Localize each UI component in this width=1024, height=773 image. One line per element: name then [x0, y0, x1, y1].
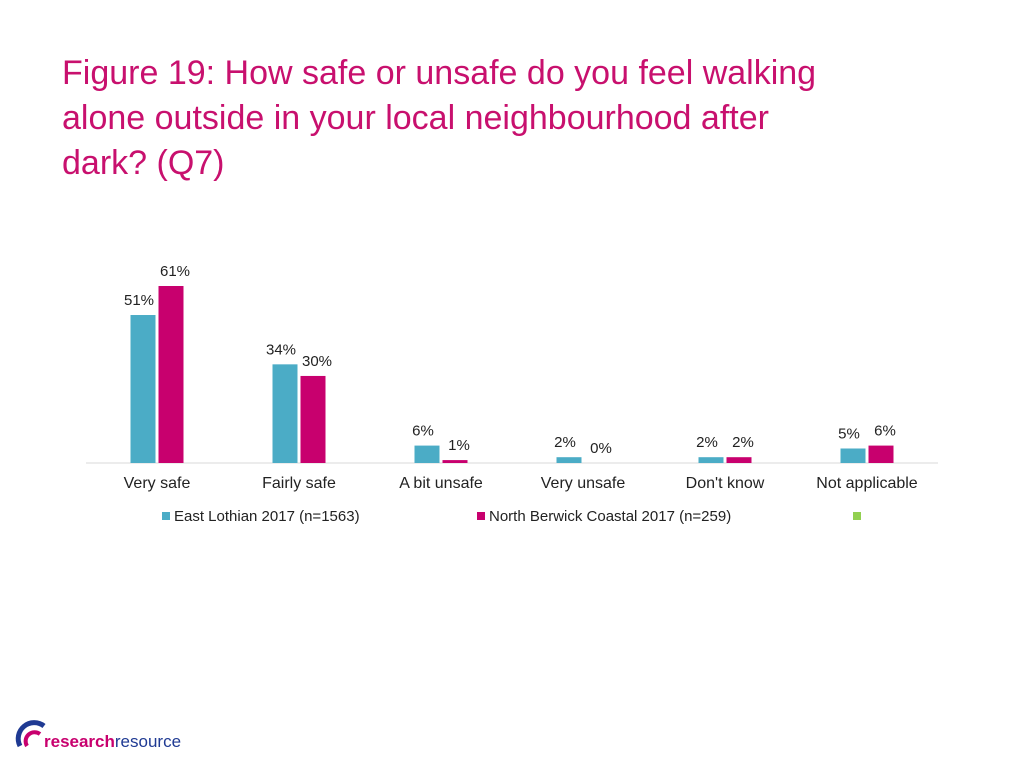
data-label: 6% — [412, 423, 434, 440]
legend-swatch — [162, 512, 170, 520]
data-label: 30% — [302, 353, 332, 370]
bar — [868, 445, 894, 463]
logo-text: researchresource — [44, 732, 181, 751]
x-tick-label: Not applicable — [816, 475, 918, 492]
bar — [442, 460, 468, 463]
data-label: 61% — [160, 263, 190, 280]
data-label: 6% — [874, 423, 896, 440]
data-label: 51% — [124, 292, 154, 309]
data-label: 2% — [732, 434, 754, 451]
bar — [698, 457, 724, 463]
bar — [130, 315, 156, 463]
x-tick-label: A bit unsafe — [399, 475, 483, 492]
logo-part: resource — [115, 732, 181, 751]
data-label: 34% — [266, 341, 296, 358]
bar — [840, 448, 866, 463]
x-tick-label: Fairly safe — [262, 475, 336, 492]
bar — [414, 445, 440, 463]
data-label: 2% — [696, 434, 718, 451]
legend-label: East Lothian 2017 (n=1563) — [174, 508, 360, 525]
data-label: 1% — [448, 437, 470, 454]
legend-label: North Berwick Coastal 2017 (n=259) — [489, 508, 731, 525]
bar — [272, 364, 298, 463]
legend-swatch — [477, 512, 485, 520]
data-label: 0% — [590, 440, 612, 457]
data-label: 2% — [554, 434, 576, 451]
bar — [556, 457, 582, 463]
bar — [726, 457, 752, 463]
legend-swatch — [853, 512, 861, 520]
logo: researchresource — [15, 720, 181, 751]
x-tick-label: Very safe — [124, 475, 191, 492]
logo-part: research — [44, 732, 115, 751]
x-tick-label: Don't know — [686, 475, 765, 492]
data-label: 5% — [838, 425, 860, 442]
title-line: dark? (Q7) — [62, 144, 225, 182]
x-tick-label: Very unsafe — [541, 475, 626, 492]
title-line: alone outside in your local neighbourhoo… — [62, 99, 769, 137]
logo-arc — [23, 730, 42, 748]
logo-arc — [15, 720, 46, 748]
title-line: Figure 19: How safe or unsafe do you fee… — [62, 54, 816, 92]
bar — [300, 375, 326, 463]
bar — [158, 286, 184, 463]
